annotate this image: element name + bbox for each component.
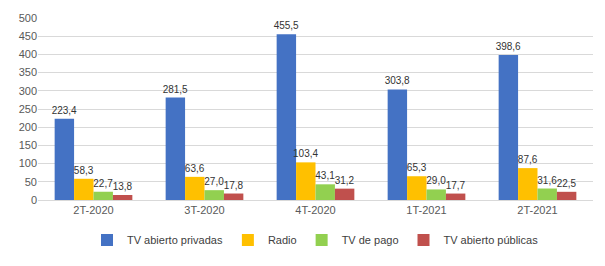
svg-text:150: 150 [19, 139, 37, 151]
svg-text:103,4: 103,4 [293, 148, 318, 159]
svg-text:17,8: 17,8 [224, 180, 244, 191]
svg-text:100: 100 [19, 157, 37, 169]
svg-text:50: 50 [25, 176, 37, 188]
svg-text:3T-2020: 3T-2020 [184, 204, 224, 216]
svg-text:58,3: 58,3 [74, 165, 94, 176]
svg-text:450: 450 [19, 30, 37, 42]
svg-text:TV abierto públicas: TV abierto públicas [444, 234, 539, 246]
svg-text:2T-2020: 2T-2020 [73, 204, 113, 216]
svg-text:31,6: 31,6 [537, 175, 557, 186]
svg-text:1T-2021: 1T-2021 [406, 204, 446, 216]
svg-text:281,5: 281,5 [163, 84, 188, 95]
svg-text:TV abierto privadas: TV abierto privadas [127, 234, 223, 246]
svg-text:65,3: 65,3 [407, 162, 427, 173]
svg-text:200: 200 [19, 121, 37, 133]
svg-text:Radio: Radio [268, 234, 297, 246]
svg-text:17,7: 17,7 [446, 180, 466, 191]
svg-text:87,6: 87,6 [518, 154, 538, 165]
svg-text:500: 500 [19, 12, 37, 24]
svg-text:303,8: 303,8 [385, 75, 410, 86]
svg-text:43,1: 43,1 [315, 170, 335, 181]
svg-text:350: 350 [19, 66, 37, 78]
svg-text:300: 300 [19, 85, 37, 97]
svg-text:31,2: 31,2 [335, 175, 355, 186]
svg-text:400: 400 [19, 48, 37, 60]
svg-text:29,0: 29,0 [426, 175, 446, 186]
svg-text:22,7: 22,7 [93, 178, 113, 189]
svg-text:27,0: 27,0 [204, 176, 224, 187]
svg-text:398,6: 398,6 [496, 41, 521, 52]
svg-text:22,5: 22,5 [557, 178, 577, 189]
svg-text:250: 250 [19, 103, 37, 115]
svg-text:2T-2021: 2T-2021 [517, 204, 557, 216]
svg-text:223,4: 223,4 [52, 105, 77, 116]
svg-text:63,6: 63,6 [185, 163, 205, 174]
svg-text:455,5: 455,5 [274, 20, 299, 31]
svg-text:4T-2020: 4T-2020 [295, 204, 335, 216]
svg-text:0: 0 [31, 194, 37, 206]
svg-text:TV de pago: TV de pago [342, 234, 399, 246]
svg-text:13,8: 13,8 [113, 181, 133, 192]
